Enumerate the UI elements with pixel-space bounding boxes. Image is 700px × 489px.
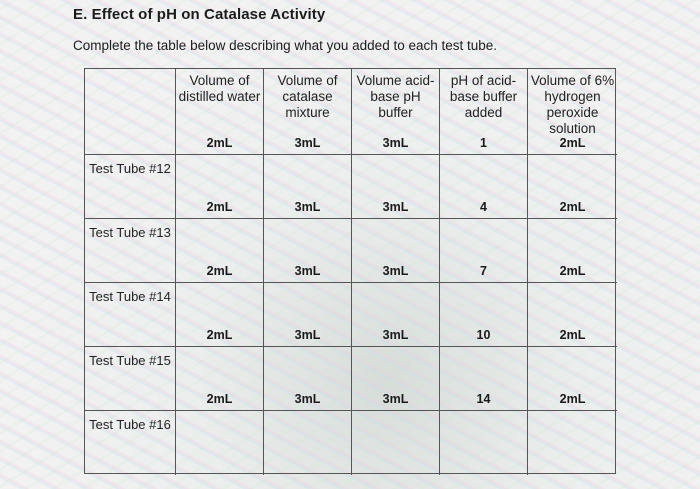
header-peroxide-volume: Volume of 6% hydrogen peroxide solution xyxy=(528,69,617,155)
header-ph-buffer-volume: Volume acid-base pH buffer xyxy=(352,69,440,155)
table-cell[interactable]: 2mL xyxy=(176,136,264,219)
table-corner-cell xyxy=(85,69,176,155)
table-cell[interactable]: 7 xyxy=(440,264,528,347)
table-cell[interactable]: 3mL xyxy=(264,328,352,411)
row-label-test-tube-15: Test Tube #15 xyxy=(85,347,176,411)
table-cell[interactable]: 2mL xyxy=(528,264,617,347)
table-cell[interactable]: 10 xyxy=(440,328,528,411)
table-cell[interactable]: 3mL xyxy=(264,136,352,219)
table-cell[interactable]: 3mL xyxy=(352,200,440,283)
table-cell[interactable]: 2mL xyxy=(528,200,617,283)
table-cell[interactable]: 3mL xyxy=(264,264,352,347)
table-cell[interactable]: 2mL xyxy=(528,136,617,219)
table-cell[interactable]: 3mL xyxy=(264,200,352,283)
table-cell[interactable]: 2mL xyxy=(176,264,264,347)
table-cell[interactable]: 2mL xyxy=(176,328,264,411)
peroxide-value: 2mL xyxy=(559,136,586,150)
header-distilled-water: Volume of distilled water xyxy=(176,69,264,155)
water-value: 2mL xyxy=(206,264,233,278)
ph-value: 1 xyxy=(480,136,487,150)
water-value: 2mL xyxy=(206,136,233,150)
catalase-value: 3mL xyxy=(294,264,321,278)
buffer-value: 3mL xyxy=(382,200,409,214)
water-value: 2mL xyxy=(206,392,233,406)
header-ph-value: pH of acid-base buffer added xyxy=(440,69,528,155)
table-cell[interactable]: 3mL xyxy=(352,136,440,219)
buffer-value: 3mL xyxy=(382,328,409,342)
peroxide-value: 2mL xyxy=(559,200,586,214)
header-catalase-mixture: Volume of catalase mixture xyxy=(264,69,352,155)
catalase-value: 3mL xyxy=(294,136,321,150)
buffer-value: 3mL xyxy=(382,264,409,278)
row-label-test-tube-12: Test Tube #12 xyxy=(85,155,176,219)
table-cell[interactable]: 4 xyxy=(440,200,528,283)
catalase-value: 3mL xyxy=(294,392,321,406)
table-cell[interactable]: 2mL xyxy=(176,200,264,283)
catalase-value: 3mL xyxy=(294,328,321,342)
buffer-value: 3mL xyxy=(382,136,409,150)
ph-value: 4 xyxy=(480,200,487,214)
catalase-table: Volume of distilled water Volume of cata… xyxy=(84,68,617,475)
water-value: 2mL xyxy=(206,200,233,214)
peroxide-value: 2mL xyxy=(559,264,586,278)
table-cell[interactable]: 3mL xyxy=(264,392,352,475)
peroxide-value: 2mL xyxy=(559,392,586,406)
peroxide-value: 2mL xyxy=(559,328,586,342)
table-cell[interactable]: 14 xyxy=(440,392,528,475)
catalase-value: 3mL xyxy=(294,200,321,214)
buffer-value: 3mL xyxy=(382,392,409,406)
row-label-test-tube-14: Test Tube #14 xyxy=(85,283,176,347)
row-label-test-tube-16: Test Tube #16 xyxy=(85,411,176,475)
ph-value: 10 xyxy=(476,328,491,342)
instruction-text: Complete the table below describing what… xyxy=(73,38,498,53)
table-cell[interactable]: 2mL xyxy=(528,392,617,475)
water-value: 2mL xyxy=(206,328,233,342)
table-cell[interactable]: 1 xyxy=(440,136,528,219)
ph-value: 14 xyxy=(476,392,491,406)
table-cell[interactable]: 3mL xyxy=(352,392,440,475)
row-label-test-tube-13: Test Tube #13 xyxy=(85,219,176,283)
ph-value: 7 xyxy=(480,264,487,278)
page-title: E. Effect of pH on Catalase Activity xyxy=(73,6,326,23)
table-cell[interactable]: 3mL xyxy=(352,264,440,347)
table-cell[interactable]: 3mL xyxy=(352,328,440,411)
table-cell[interactable]: 2mL xyxy=(176,392,264,475)
table-cell[interactable]: 2mL xyxy=(528,328,617,411)
